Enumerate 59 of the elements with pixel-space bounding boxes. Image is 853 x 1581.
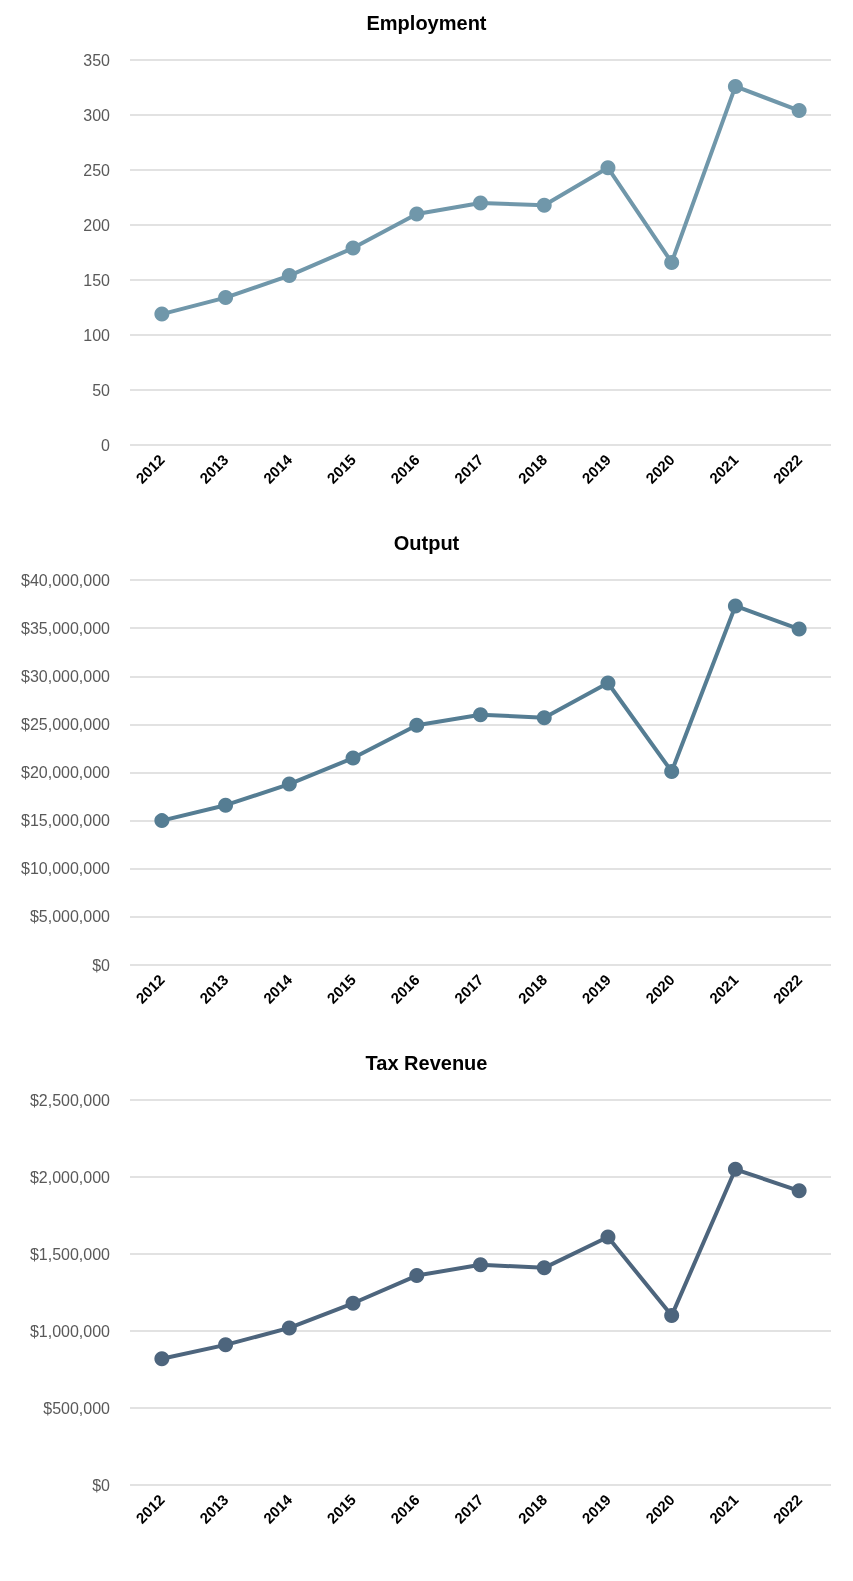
- y-tick-label: $1,000,000: [29, 1322, 111, 1340]
- y-tick-label: $0: [92, 956, 111, 974]
- y-tick-label: $2,500,000: [29, 1091, 111, 1109]
- y-tick-label: 100: [83, 326, 111, 344]
- y-tick-label: $25,000,000: [21, 715, 111, 733]
- y-tick-label: 50: [92, 381, 111, 399]
- point: [791, 103, 807, 119]
- point: [473, 1257, 488, 1273]
- y-tick-label: 350: [83, 51, 111, 69]
- point: [600, 675, 616, 691]
- y-tick-label: $40,000,000: [21, 571, 111, 589]
- point: [536, 1260, 552, 1276]
- y-tick-label: $5,000,000: [29, 908, 111, 926]
- chart-title: Employment: [366, 12, 487, 34]
- point: [473, 195, 488, 211]
- chart-title: Tax Revenue: [365, 1052, 488, 1074]
- point: [600, 1229, 616, 1245]
- point: [218, 290, 234, 306]
- y-tick-label: $2,000,000: [29, 1168, 111, 1186]
- y-tick-label: 250: [83, 161, 111, 179]
- point: [218, 1337, 234, 1353]
- y-tick-label: $20,000,000: [21, 764, 111, 781]
- y-tick-label: 300: [83, 106, 111, 124]
- point: [727, 1161, 743, 1177]
- y-tick-label: $35,000,000: [21, 619, 111, 637]
- point: [664, 254, 680, 270]
- y-tick-label: 150: [83, 271, 111, 289]
- point: [409, 206, 425, 222]
- chart-title: Output: [393, 532, 460, 554]
- point: [409, 1268, 425, 1284]
- y-tick-label: $30,000,000: [21, 667, 111, 685]
- point: [345, 750, 361, 766]
- point: [218, 797, 234, 813]
- point: [281, 268, 297, 284]
- y-tick-label: $0: [92, 1476, 111, 1494]
- point: [727, 598, 743, 614]
- y-tick-label: 200: [83, 216, 111, 234]
- point: [154, 306, 170, 322]
- point: [664, 1308, 680, 1324]
- point: [409, 717, 425, 733]
- point: [600, 160, 616, 176]
- y-tick-label: $15,000,000: [21, 812, 111, 830]
- point: [536, 710, 552, 726]
- point: [281, 1320, 297, 1336]
- point: [154, 1351, 170, 1367]
- point: [345, 1295, 361, 1311]
- point: [536, 197, 552, 213]
- point: [664, 764, 680, 780]
- point: [281, 776, 297, 792]
- point: [154, 813, 170, 829]
- point: [727, 78, 743, 94]
- point: [791, 1183, 807, 1199]
- y-tick-label: $500,000: [43, 1399, 111, 1417]
- point: [791, 621, 807, 637]
- point: [345, 240, 361, 256]
- y-tick-label: $10,000,000: [21, 860, 111, 878]
- y-tick-label: $1,500,000: [29, 1245, 111, 1263]
- y-tick-label: 0: [101, 436, 111, 454]
- point: [473, 707, 488, 723]
